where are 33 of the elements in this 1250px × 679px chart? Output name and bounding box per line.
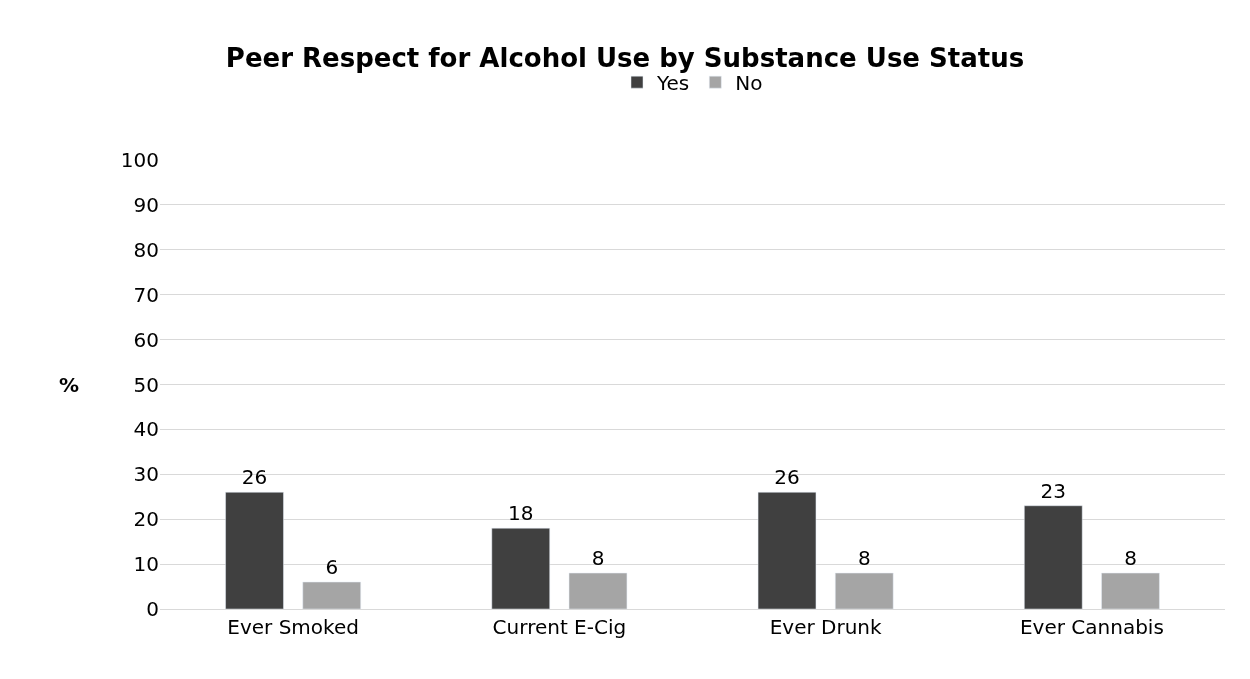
x-tick-label: Ever Cannabis <box>1019 615 1164 639</box>
y-tick-label: 80 <box>133 237 159 262</box>
y-tick-label: 90 <box>133 192 159 217</box>
data-label: 18 <box>508 501 534 526</box>
bar <box>757 492 817 609</box>
y-tick-label: 60 <box>133 327 159 352</box>
data-label: 8 <box>857 546 871 571</box>
bar <box>225 492 284 609</box>
bar <box>568 572 628 609</box>
data-label: 26 <box>774 465 800 490</box>
y-tick-label: 30 <box>133 462 159 487</box>
data-label: 8 <box>1124 546 1137 571</box>
legend-label: No <box>735 70 763 95</box>
x-tick-label: Ever Smoked <box>227 615 359 639</box>
y-tick-label: 100 <box>120 148 159 172</box>
x-tick-label: Ever Drunk <box>769 615 882 639</box>
bar <box>835 572 894 609</box>
y-tick-label: 70 <box>133 282 159 307</box>
data-label: 23 <box>1040 478 1066 503</box>
y-tick-label: 40 <box>133 417 159 442</box>
bar <box>491 527 550 609</box>
y-tick-label: 0 <box>146 597 159 621</box>
x-tick-label: Current E-Cig <box>492 615 627 639</box>
y-tick-label: 10 <box>133 552 159 577</box>
y-axis-title: % <box>59 373 80 397</box>
bar <box>1101 572 1160 609</box>
bar <box>302 581 361 609</box>
bar <box>1024 505 1083 609</box>
data-label: 8 <box>591 546 605 571</box>
data-label: 26 <box>241 465 268 490</box>
y-tick-label: 20 <box>133 507 159 532</box>
data-label: 6 <box>325 555 339 580</box>
y-tick-label: 50 <box>133 372 159 397</box>
